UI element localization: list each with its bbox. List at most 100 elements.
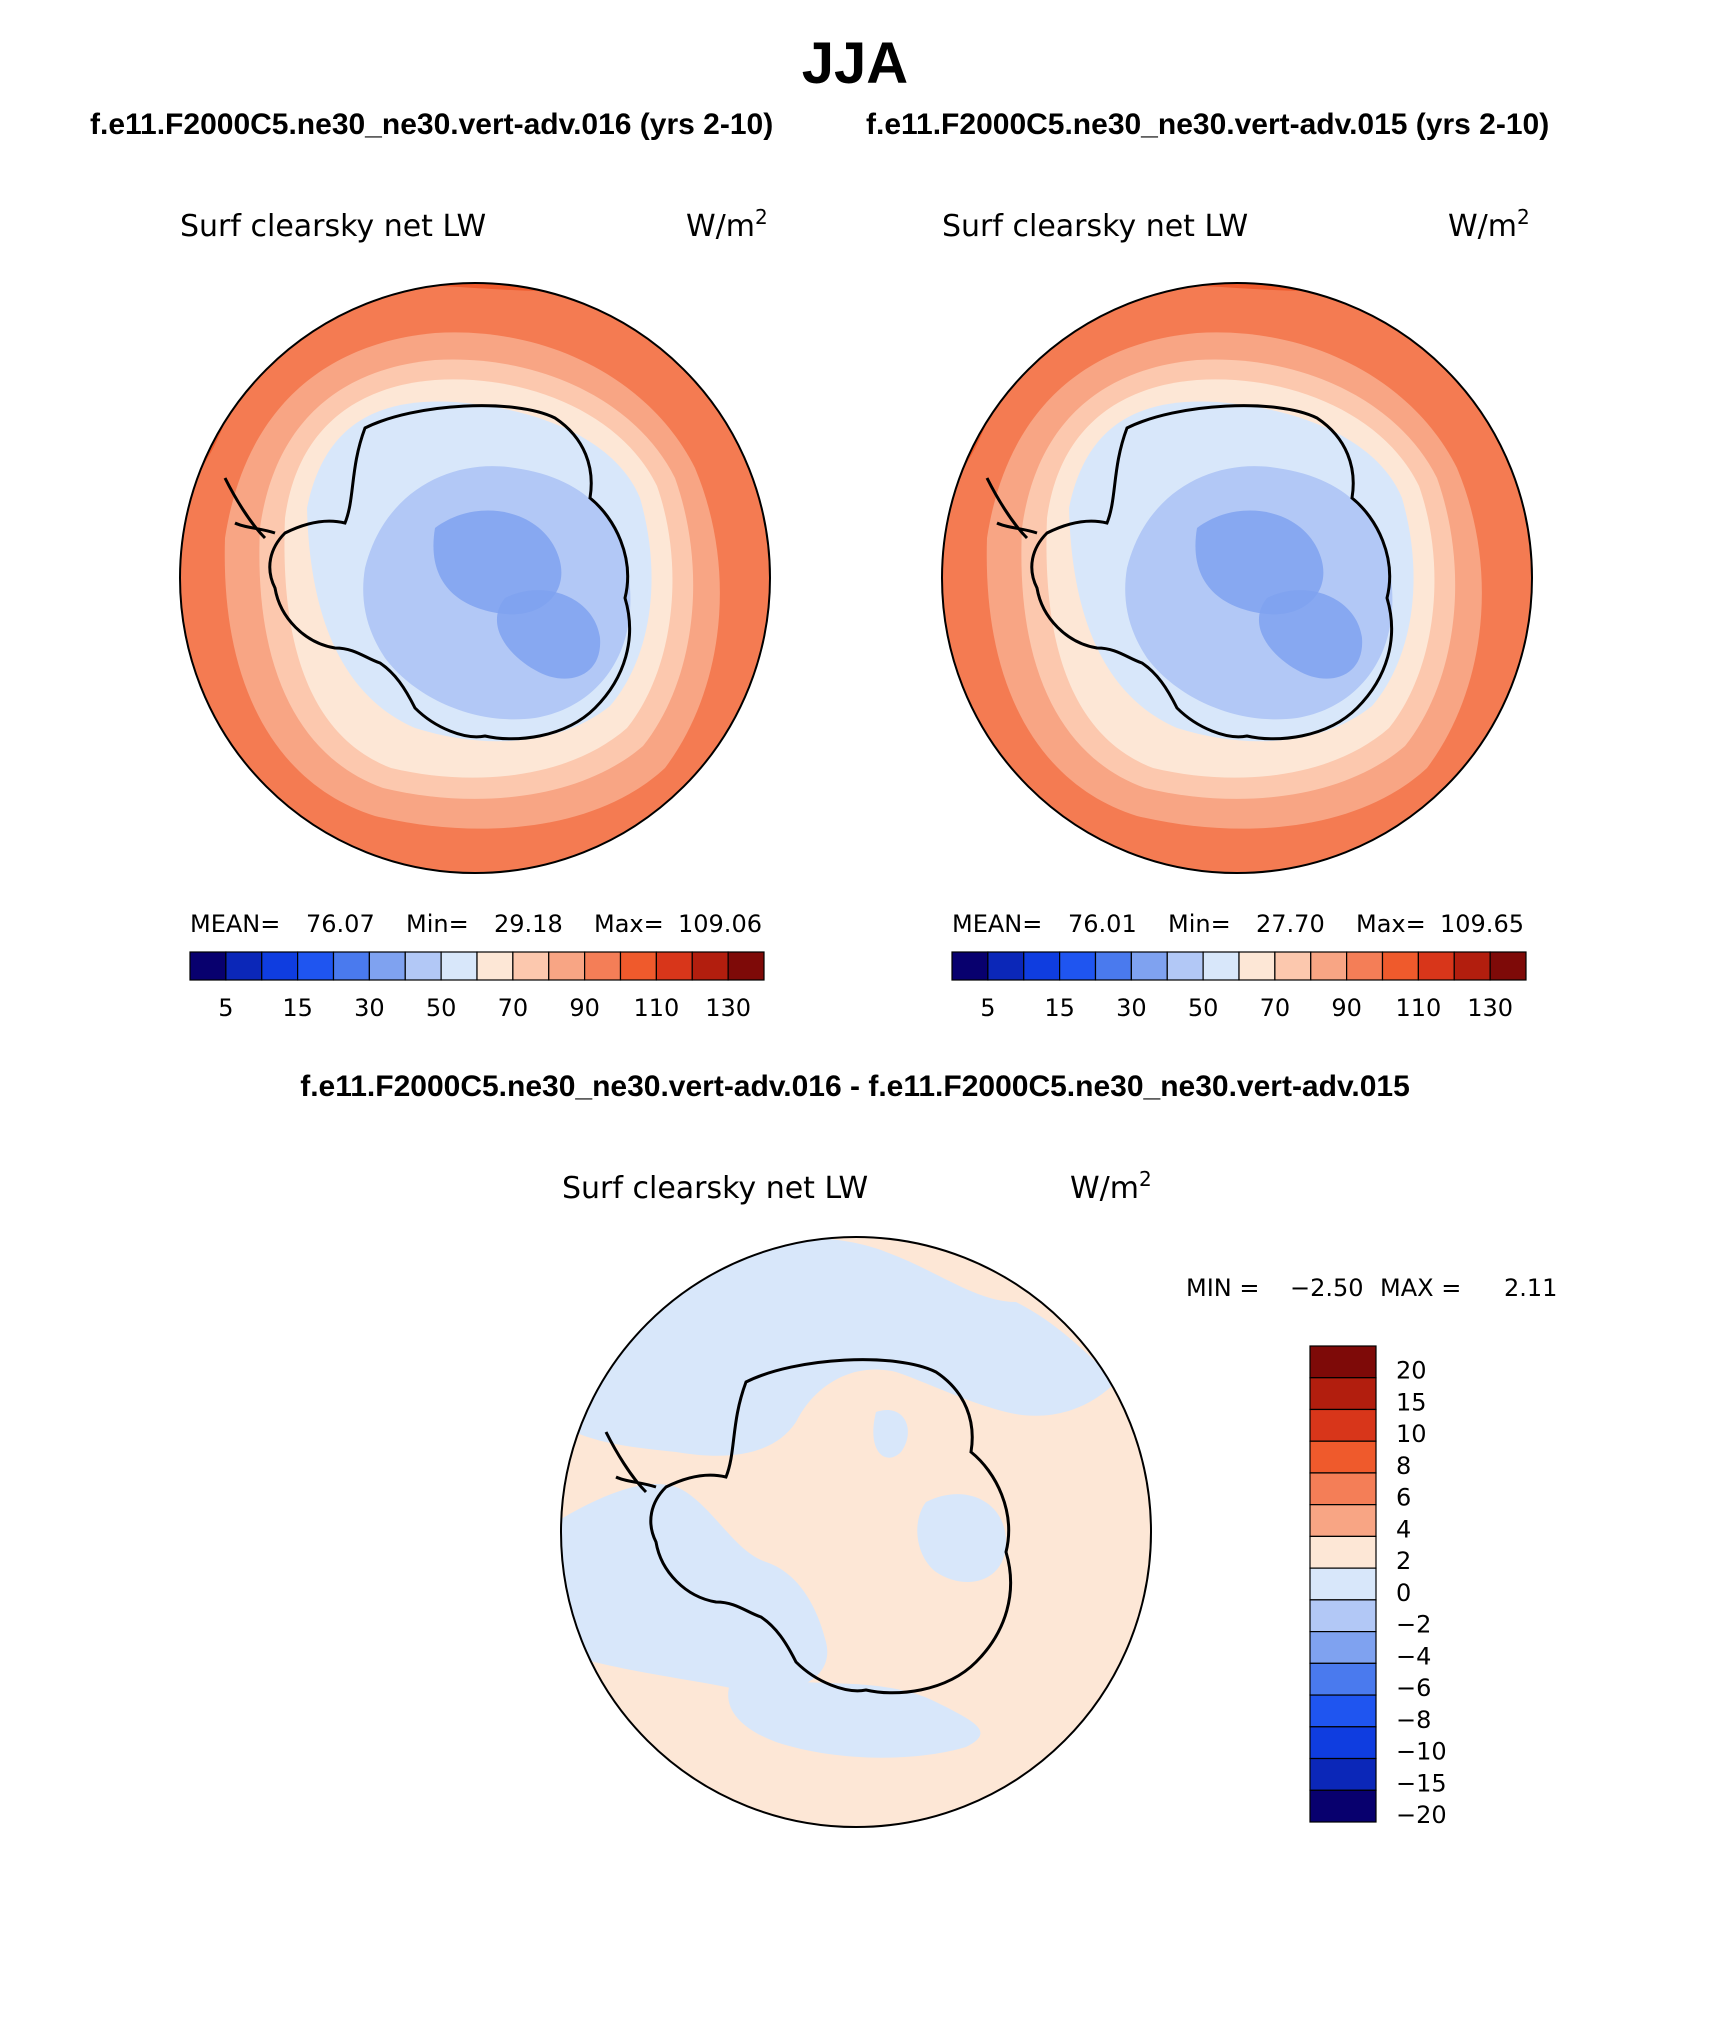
panel-diff-colorbar-tick-label: −20 xyxy=(1396,1801,1447,1829)
panel-right-colorbar-tick-label: 90 xyxy=(1331,994,1362,1022)
panel-left-units: W/m2 xyxy=(686,205,768,244)
panel-right-units: W/m2 xyxy=(1448,205,1530,244)
panel-left-colorbar-swatch xyxy=(404,951,442,981)
panel-right-max-value: 109.65 xyxy=(1440,910,1524,938)
panel-diff-map-border xyxy=(560,1236,1152,1828)
panel-left-colorbar-swatch xyxy=(512,951,550,981)
panel-right-map xyxy=(942,283,1532,873)
panel-diff-colorbar-tick-label: 2 xyxy=(1396,1547,1411,1575)
panel-diff-colorbar-tick-label: −2 xyxy=(1396,1611,1431,1639)
panel-diff-max-value: 2.11 xyxy=(1504,1274,1557,1302)
panel-diff-colorbar-swatch xyxy=(1309,1408,1377,1442)
panel-right-colorbar-swatch xyxy=(1381,951,1419,981)
panel-left-colorbar-tick-label: 110 xyxy=(633,994,679,1022)
panel-left-colorbar-swatch xyxy=(332,951,370,981)
panel-right-mean-label: MEAN= xyxy=(952,910,1042,938)
panel-diff-colorbar-tick-label: −8 xyxy=(1396,1706,1431,1734)
panel-left-colorbar-swatch xyxy=(225,951,263,981)
panel-right: Surf clearsky net LW W/m2 MEAN= 76.01 Mi… xyxy=(941,205,1533,1022)
panel-diff-colorbar-tick-label: −15 xyxy=(1396,1769,1447,1797)
case1-title: f.e11.F2000C5.ne30_ne30.vert-adv.016 (yr… xyxy=(90,108,774,141)
panel-left-max-value: 109.06 xyxy=(678,910,762,938)
panel-diff-map xyxy=(561,1237,1151,1827)
panel-right-colorbar: 5 15 30 50 70 90 110 130 xyxy=(951,951,1527,1022)
panel-left-colorbar-swatch xyxy=(548,951,586,981)
panel-diff-colorbar-swatch xyxy=(1309,1662,1377,1696)
panel-diff-colorbar-swatch xyxy=(1309,1440,1377,1474)
panel-left-mean-label: MEAN= xyxy=(190,910,280,938)
panel-left-colorbar-swatch xyxy=(476,951,514,981)
panel-right-colorbar-swatch xyxy=(1274,951,1312,981)
panel-right-max-label: Max= xyxy=(1356,910,1426,938)
panel-right-min-value: 27.70 xyxy=(1256,910,1325,938)
panel-right-colorbar-tick-label: 15 xyxy=(1044,994,1075,1022)
panel-right-colorbar-swatch xyxy=(1238,951,1276,981)
panel-diff-colorbar-swatch xyxy=(1309,1472,1377,1506)
panel-diff-colorbar-tick-label: −4 xyxy=(1396,1642,1431,1670)
panel-left-colorbar-tick-label: 15 xyxy=(282,994,313,1022)
panel-left-map-border xyxy=(179,282,771,874)
panel-right-colorbar-swatch xyxy=(1059,951,1097,981)
panel-diff-max-label: MAX = xyxy=(1380,1274,1461,1302)
panel-diff-colorbar-tick-label: −10 xyxy=(1396,1738,1447,1766)
panel-diff-colorbar-swatch xyxy=(1309,1535,1377,1569)
panel-difference: Surf clearsky net LW W/m2 MIN = −2.50 MA… xyxy=(560,1167,1557,1829)
panel-diff-colorbar-tick-label: −6 xyxy=(1396,1674,1431,1702)
panel-left-colorbar-swatch xyxy=(619,951,657,981)
panel-left-colorbar-swatch xyxy=(297,951,335,981)
panel-diff-colorbar-swatch xyxy=(1309,1567,1377,1601)
panel-right-colorbar-swatch xyxy=(1346,951,1384,981)
panel-diff-colorbar-tick-label: 15 xyxy=(1396,1388,1427,1416)
panel-right-colorbar-swatch xyxy=(1489,951,1527,981)
panel-left-colorbar-swatch xyxy=(440,951,478,981)
panel-right-colorbar-tick-label: 5 xyxy=(980,994,995,1022)
panel-diff-colorbar-swatch xyxy=(1309,1345,1377,1379)
panel-diff-colorbar-swatch xyxy=(1309,1504,1377,1537)
panel-left-colorbar-swatch xyxy=(189,951,227,981)
panel-left-colorbar-swatch xyxy=(655,951,693,981)
panel-diff-colorbar-tick-label: 10 xyxy=(1396,1420,1427,1448)
panel-right-colorbar-swatch xyxy=(1453,951,1491,981)
panel-diff-colorbar-tick-label: 8 xyxy=(1396,1452,1411,1480)
panel-right-colorbar-swatch xyxy=(951,951,989,981)
panel-left-colorbar-tick-label: 130 xyxy=(705,994,751,1022)
panel-right-colorbar-swatch xyxy=(1166,951,1204,981)
panel-diff-colorbar-swatch xyxy=(1309,1726,1377,1760)
panel-diff-colorbar-tick-label: 20 xyxy=(1396,1357,1427,1385)
panel-diff-colorbar-tick-label: 6 xyxy=(1396,1484,1411,1512)
panel-left-min-value: 29.18 xyxy=(494,910,563,938)
panel-right-colorbar-tick-label: 130 xyxy=(1467,994,1513,1022)
panel-left-min-label: Min= xyxy=(406,910,469,938)
panel-right-colorbar-swatch xyxy=(1310,951,1348,981)
panel-left-variable: Surf clearsky net LW xyxy=(180,209,486,244)
panel-left-colorbar-swatch xyxy=(727,951,765,981)
panel-left: Surf clearsky net LW W/m2 MEAN= 76.07 Mi… xyxy=(179,205,771,1022)
panel-right-variable: Surf clearsky net LW xyxy=(942,209,1248,244)
panel-left-mean-value: 76.07 xyxy=(306,910,375,938)
panel-left-colorbar: 5 15 30 50 70 90 110 130 xyxy=(189,951,765,1022)
panel-left-colorbar-swatch xyxy=(691,951,729,981)
panel-left-colorbar-tick-label: 90 xyxy=(569,994,600,1022)
panel-right-colorbar-tick-label: 30 xyxy=(1116,994,1147,1022)
panel-right-colorbar-swatch xyxy=(1130,951,1168,981)
panel-right-colorbar-swatch xyxy=(987,951,1025,981)
panel-left-map xyxy=(180,283,770,873)
panel-right-colorbar-tick-label: 50 xyxy=(1188,994,1219,1022)
difference-title: f.e11.F2000C5.ne30_ne30.vert-adv.016 - f… xyxy=(300,1070,1410,1103)
panel-diff-colorbar-swatch xyxy=(1309,1630,1377,1664)
panel-diff-colorbar-swatch xyxy=(1309,1694,1377,1728)
panel-diff-variable: Surf clearsky net LW xyxy=(562,1171,868,1206)
panel-left-colorbar-swatch xyxy=(584,951,622,981)
panel-diff-colorbar-tick-label: 0 xyxy=(1396,1579,1411,1607)
panel-diff-units: W/m2 xyxy=(1070,1167,1152,1206)
panel-left-max-label: Max= xyxy=(594,910,664,938)
panel-diff-min-value: −2.50 xyxy=(1290,1274,1364,1302)
panel-left-colorbar-tick-label: 30 xyxy=(354,994,385,1022)
panel-right-colorbar-swatch xyxy=(1417,951,1455,981)
panel-left-colorbar-tick-label: 5 xyxy=(218,994,233,1022)
panel-left-colorbar-swatch xyxy=(368,951,406,981)
panel-left-colorbar-tick-label: 70 xyxy=(498,994,529,1022)
panel-right-colorbar-swatch xyxy=(1023,951,1061,981)
